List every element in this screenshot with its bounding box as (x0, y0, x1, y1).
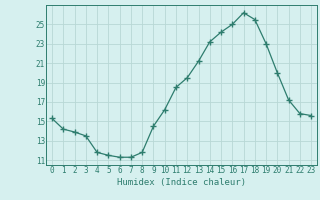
X-axis label: Humidex (Indice chaleur): Humidex (Indice chaleur) (117, 178, 246, 187)
